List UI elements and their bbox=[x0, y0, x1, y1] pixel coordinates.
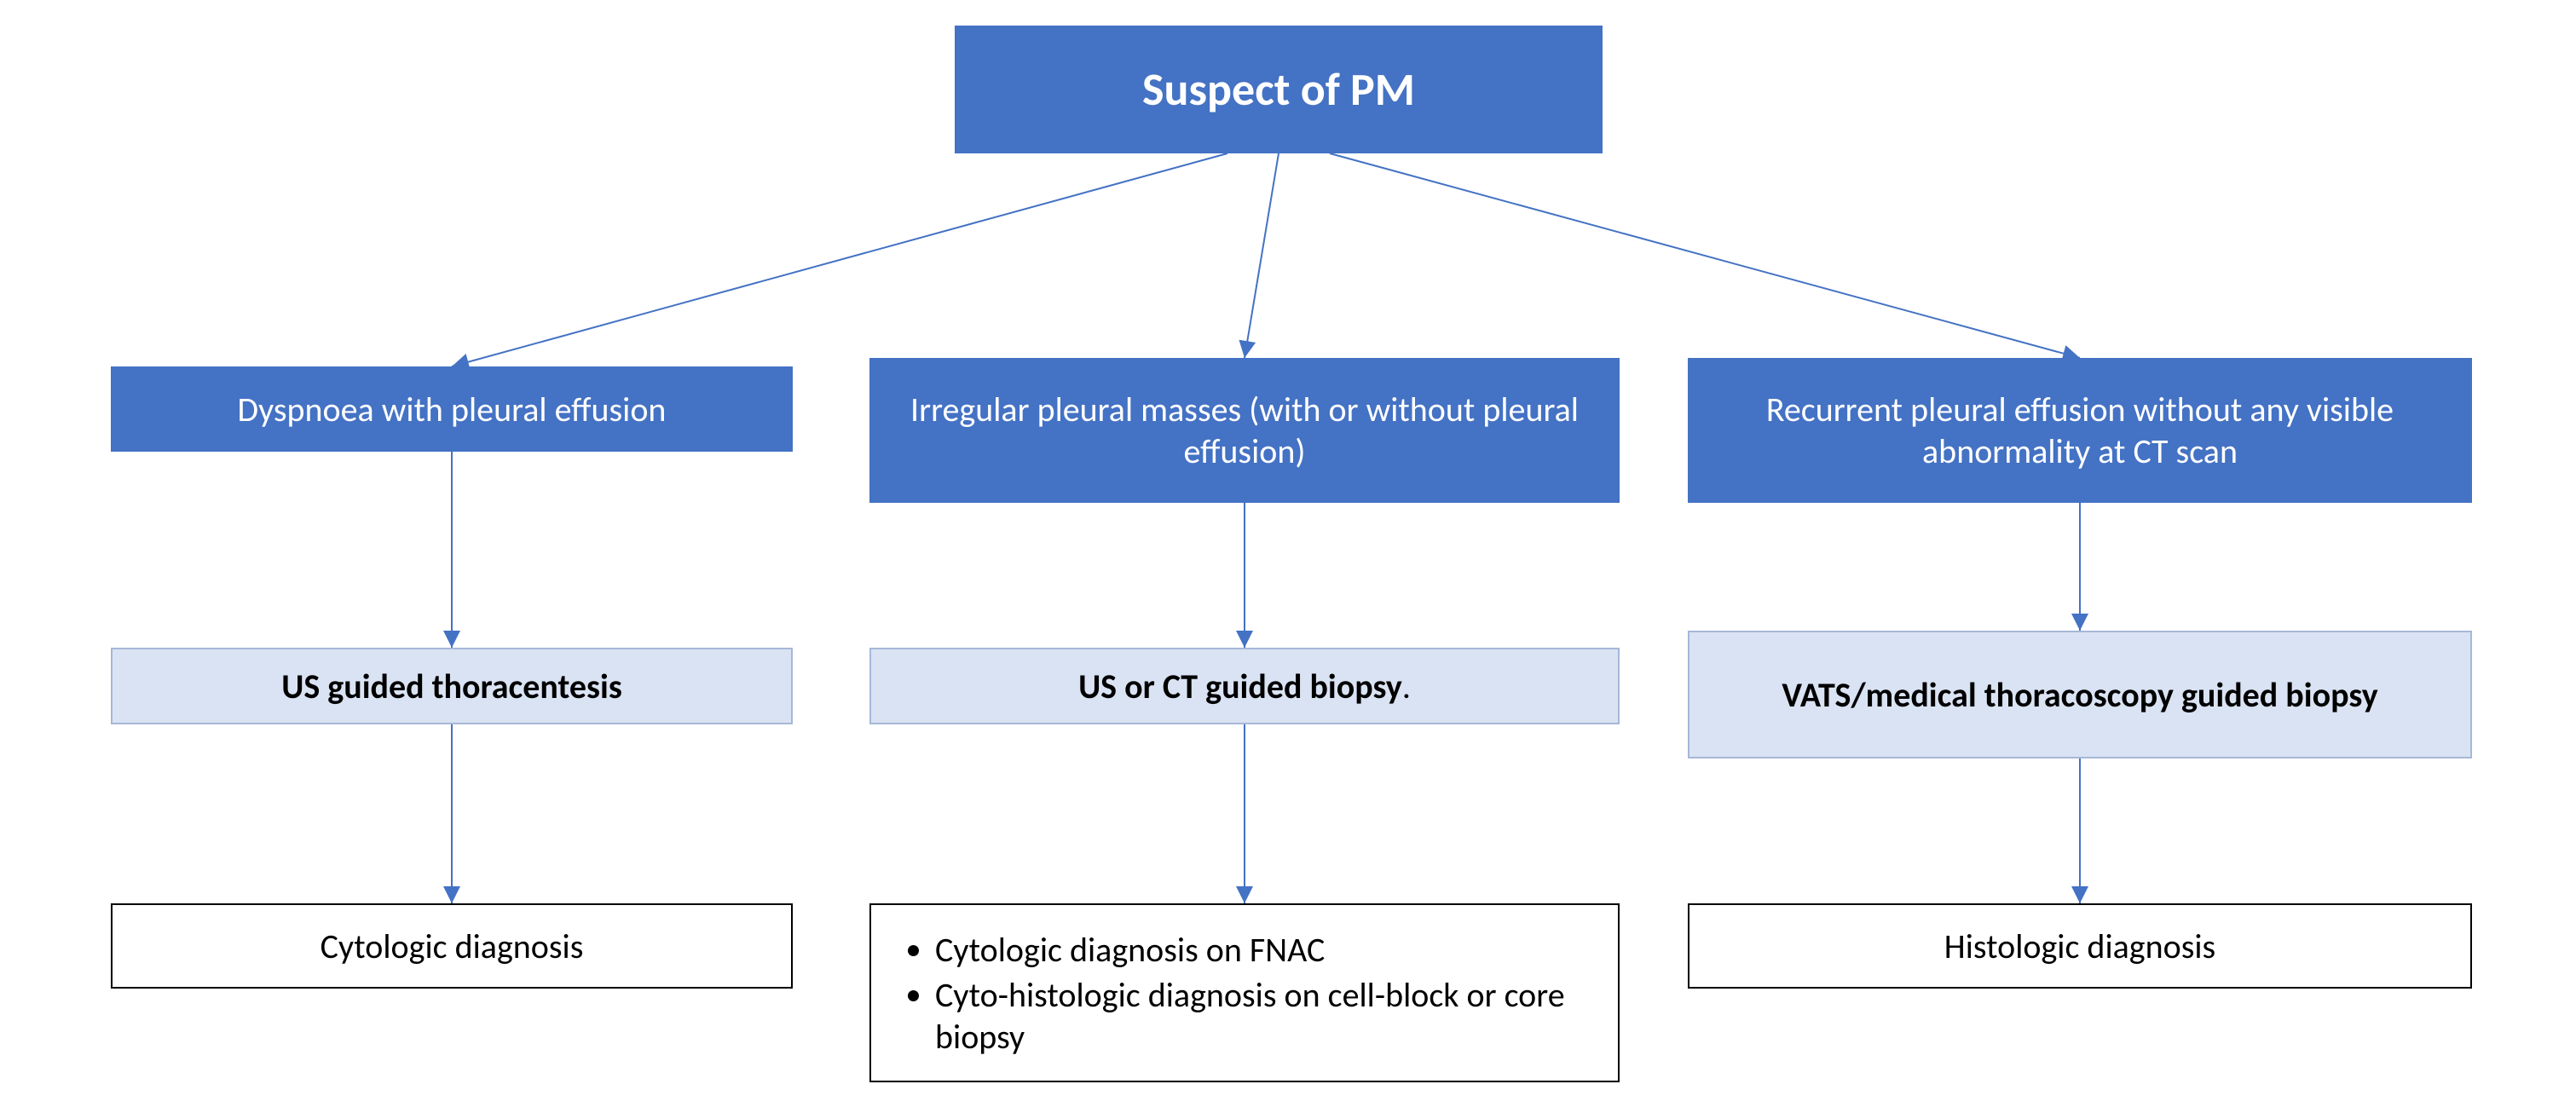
node-procedure-1: US guided thoracentesis bbox=[111, 648, 793, 724]
node-branch-3-label: Recurrent pleural effusion without any v… bbox=[1705, 389, 2455, 472]
list-item: Cytologic diagnosis on FNAC bbox=[935, 929, 1601, 971]
node-procedure-1-label: US guided thoracentesis bbox=[281, 666, 622, 707]
node-branch-2-label: Irregular pleural masses (with or withou… bbox=[887, 389, 1603, 472]
node-procedure-2-label: US or CT guided biopsy bbox=[1078, 666, 1402, 707]
list-item: Cyto-histologic diagnosis on cell-block … bbox=[935, 974, 1601, 1058]
node-branch-3: Recurrent pleural effusion without any v… bbox=[1688, 358, 2472, 503]
node-branch-2: Irregular pleural masses (with or withou… bbox=[869, 358, 1620, 503]
flowchart-edge bbox=[452, 153, 1227, 366]
node-outcome-3-label: Histologic diagnosis bbox=[1944, 926, 2215, 967]
node-root-label: Suspect of PM bbox=[1142, 61, 1415, 118]
node-procedure-3: VATS/medical thoracoscopy guided biopsy bbox=[1688, 631, 2472, 758]
node-outcome-2-list: Cytologic diagnosis on FNAC Cyto-histolo… bbox=[888, 926, 1601, 1061]
node-outcome-3: Histologic diagnosis bbox=[1688, 903, 2472, 989]
node-procedure-2: US or CT guided biopsy. bbox=[869, 648, 1620, 724]
node-outcome-1-label: Cytologic diagnosis bbox=[321, 926, 584, 967]
flowchart-edge bbox=[1245, 153, 1279, 358]
flowchart-edge bbox=[1330, 153, 2080, 358]
node-branch-1: Dyspnoea with pleural effusion bbox=[111, 366, 793, 452]
trailing-period: . bbox=[1402, 666, 1411, 707]
node-procedure-3-label: VATS/medical thoracoscopy guided biopsy bbox=[1782, 674, 2377, 716]
node-outcome-1: Cytologic diagnosis bbox=[111, 903, 793, 989]
node-outcome-2: Cytologic diagnosis on FNAC Cyto-histolo… bbox=[869, 903, 1620, 1082]
node-branch-1-label: Dyspnoea with pleural effusion bbox=[238, 389, 667, 430]
node-root: Suspect of PM bbox=[955, 26, 1603, 153]
